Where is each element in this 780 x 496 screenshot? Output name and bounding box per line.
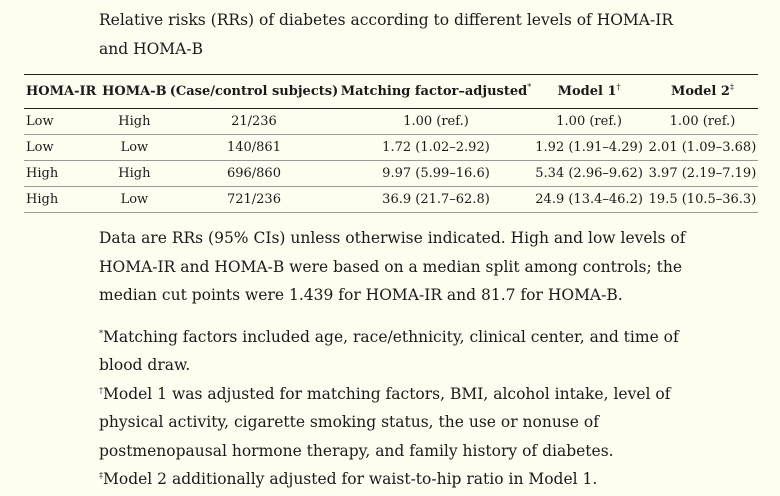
- cell-model2: 3.97 (2.19–7.19): [648, 166, 757, 181]
- table-row: High High 696/860 9.97 (5.99–16.6) 5.34 …: [24, 161, 758, 187]
- cell-homa-b: Low: [120, 140, 149, 155]
- table-notes: Data are RRs (95% CIs) unless otherwise …: [99, 224, 699, 494]
- footnote-marker: *: [527, 82, 532, 92]
- cell-homa-ir: Low: [26, 114, 54, 129]
- footnote-1: *Matching factors included age, race/eth…: [99, 323, 699, 380]
- cell-model1: 1.92 (1.91–4.29): [535, 140, 643, 155]
- col-header-model2: Model 2‡: [647, 75, 758, 109]
- table-header-row: HOMA-IR HOMA-B (Case/control subjects) M…: [24, 74, 758, 109]
- cell-homa-b: High: [118, 114, 151, 129]
- cell-model2: 19.5 (10.5–36.3): [648, 192, 757, 207]
- cell-matching: 9.97 (5.99–16.6): [382, 166, 490, 181]
- cell-matching: 1.00 (ref.): [403, 114, 469, 129]
- cell-cases: 696/860: [226, 166, 281, 181]
- col-header-cases: (Case/control subjects): [169, 84, 339, 99]
- cell-homa-ir: Low: [26, 140, 54, 155]
- cell-homa-b: Low: [120, 192, 149, 207]
- cell-model1: 24.9 (13.4–46.2): [535, 192, 643, 207]
- cell-model2: 1.00 (ref.): [669, 114, 736, 129]
- table-row: Low High 21/236 1.00 (ref.) 1.00 (ref.) …: [24, 109, 758, 135]
- notes-spacer: [99, 310, 699, 323]
- cell-model1: 1.00 (ref.): [556, 114, 622, 129]
- cell-matching: 36.9 (21.7–62.8): [382, 192, 490, 207]
- cell-cases: 21/236: [231, 114, 277, 129]
- footnote-marker: ‡: [729, 82, 734, 92]
- cell-cases: 140/861: [226, 140, 281, 155]
- footnote-2: †Model 1 was adjusted for matching facto…: [99, 380, 699, 466]
- footnote-2-text: Model 1 was adjusted for matching factor…: [99, 384, 671, 460]
- cell-matching: 1.72 (1.02–2.92): [382, 140, 490, 155]
- footnote-marker: †: [99, 385, 103, 395]
- cell-homa-ir: High: [26, 166, 59, 181]
- table-row: Low Low 140/861 1.72 (1.02–2.92) 1.92 (1…: [24, 135, 758, 161]
- table-row: High Low 721/236 36.9 (21.7–62.8) 24.9 (…: [24, 187, 758, 213]
- col-header-matching-label: Matching factor–adjusted: [340, 84, 528, 99]
- footnote-marker: *: [99, 328, 103, 338]
- cell-homa-ir: High: [26, 192, 59, 207]
- cell-model1: 5.34 (2.96–9.62): [535, 166, 643, 181]
- footnote-marker: ‡: [99, 470, 103, 480]
- footnote-3-text: Model 2 additionally adjusted for waist-…: [103, 470, 598, 488]
- col-header-homa-b: HOMA-B: [102, 84, 167, 99]
- col-header-model2-label: Model 2: [671, 84, 730, 99]
- cell-cases: 721/236: [226, 192, 281, 207]
- footnote-1-text: Matching factors included age, race/ethn…: [99, 327, 679, 375]
- footnote-marker: †: [616, 82, 621, 92]
- col-header-model1-label: Model 1: [557, 84, 617, 99]
- rr-table: HOMA-IR HOMA-B (Case/control subjects) M…: [24, 74, 758, 213]
- cell-homa-b: High: [118, 166, 151, 181]
- footnote-3: ‡Model 2 additionally adjusted for waist…: [99, 465, 699, 494]
- col-header-model1: Model 1†: [531, 75, 647, 109]
- table-caption: Relative risks (RRs) of diabetes accordi…: [99, 11, 674, 58]
- notes-main: Data are RRs (95% CIs) unless otherwise …: [99, 229, 686, 304]
- col-header-matching: Matching factor–adjusted*: [341, 75, 532, 109]
- col-header-homa-ir: HOMA-IR: [26, 84, 97, 99]
- cell-model2: 2.01 (1.09–3.68): [648, 140, 757, 155]
